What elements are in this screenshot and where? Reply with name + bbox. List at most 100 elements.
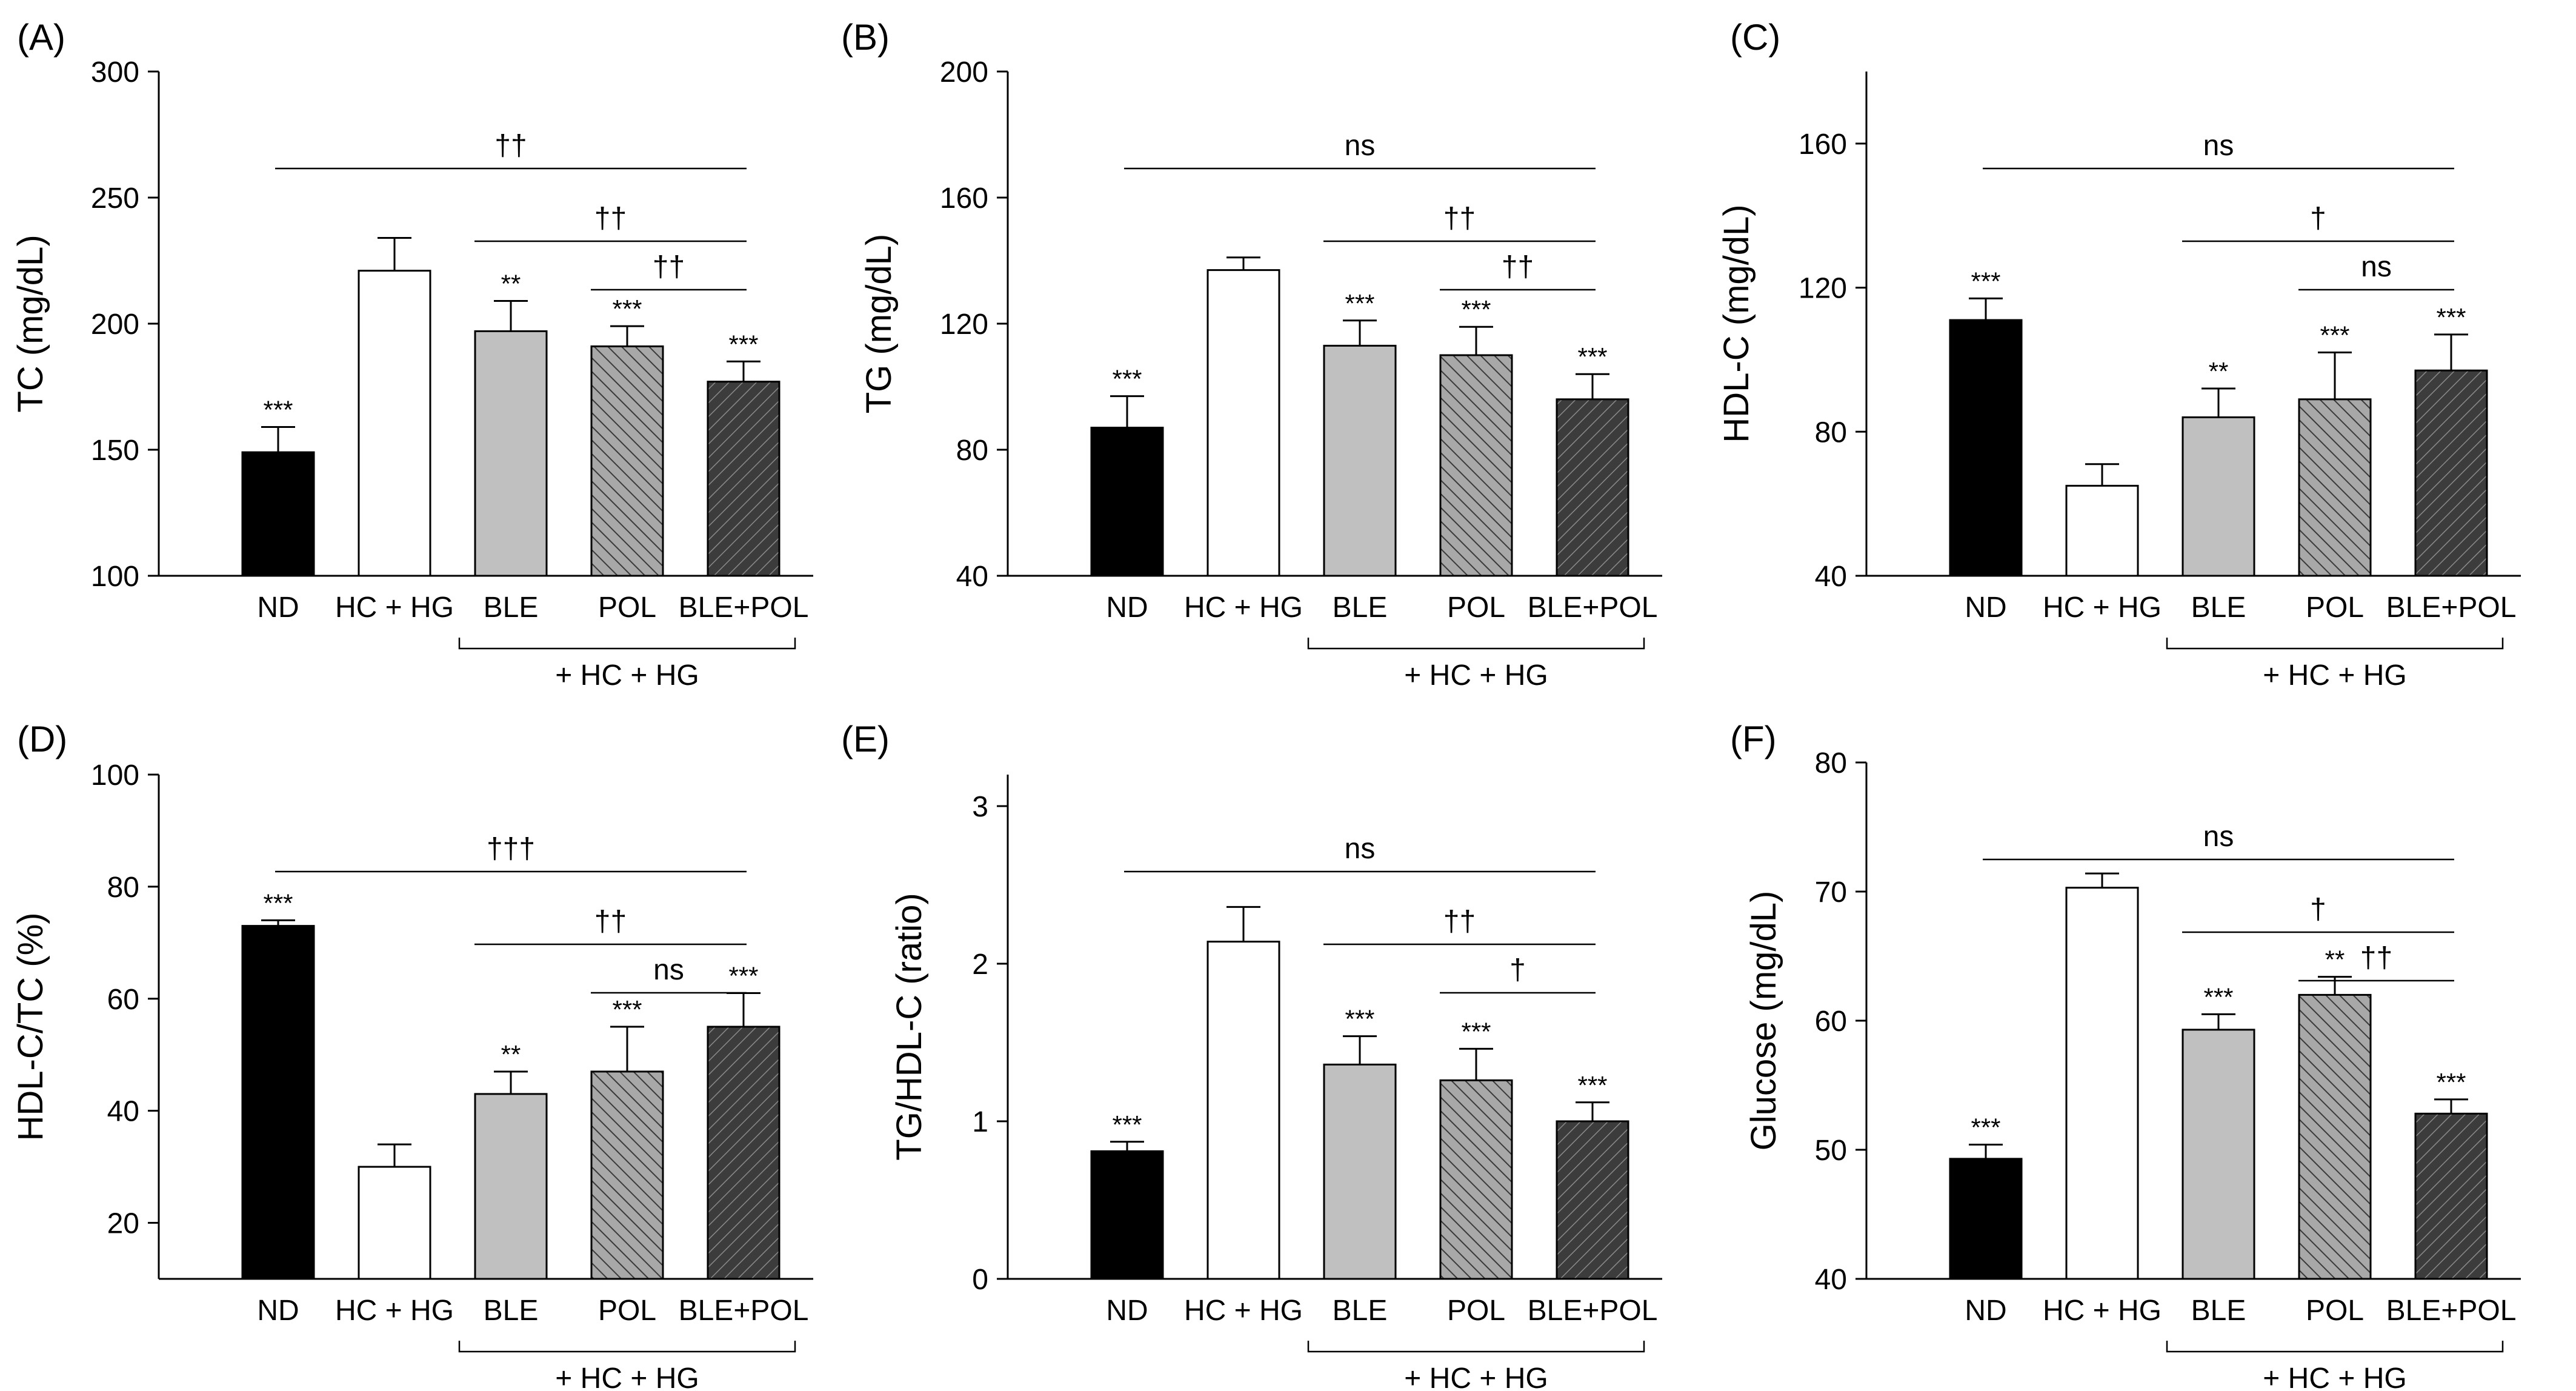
panel-d: (D) HDL-C/TC (%) 20 40 60 80 100 *** ND HC + HG **… xyxy=(11,719,813,1391)
comparison-label: † xyxy=(2310,893,2326,926)
significance-stars: *** xyxy=(263,889,293,917)
y-tick-label: 0 xyxy=(972,1264,988,1296)
y-tick-label: 80 xyxy=(1815,416,1847,449)
x-tick-label: BLE xyxy=(1333,592,1388,624)
bar-hc-hg xyxy=(2065,887,2139,1280)
y-tick-label: 120 xyxy=(940,309,988,341)
comparison-label: †† xyxy=(594,906,627,938)
bar-ble-pol xyxy=(2414,1112,2488,1280)
y-tick-label: 300 xyxy=(91,56,139,88)
x-tick-label: BLE+POL xyxy=(2386,592,2517,624)
y-tick-label: 160 xyxy=(940,182,988,215)
x-tick-label: ND xyxy=(1106,592,1148,624)
group-label: + HC + HG xyxy=(2263,1363,2406,1391)
y-tick-label: 150 xyxy=(91,435,139,467)
bar-ble xyxy=(474,1093,548,1280)
significance-stars: ** xyxy=(501,1040,521,1069)
bar-pol xyxy=(2298,398,2372,577)
significance-stars: *** xyxy=(728,330,758,358)
significance-stars: *** xyxy=(728,962,758,990)
x-tick-label: HC + HG xyxy=(335,1295,454,1327)
x-tick-label: HC + HG xyxy=(335,592,454,624)
significance-stars: *** xyxy=(1345,1005,1374,1033)
x-tick-label: POL xyxy=(598,1295,656,1327)
x-tick-label: POL xyxy=(1447,1295,1505,1327)
panel-label: (F) xyxy=(1730,719,1777,759)
panel-label: (D) xyxy=(17,719,67,759)
comparison-label: †† xyxy=(494,130,527,162)
x-tick-label: BLE+POL xyxy=(1528,592,1658,624)
x-tick-label: ND xyxy=(257,1295,299,1327)
comparison-label: ns xyxy=(2203,821,2234,853)
bar-ble-pol xyxy=(1556,1120,1629,1280)
y-tick-label: 3 xyxy=(972,791,988,823)
x-tick-label: HC + HG xyxy=(2043,592,2162,624)
y-tick-label: 80 xyxy=(1815,747,1847,779)
x-tick-label: POL xyxy=(598,592,656,624)
bar-hc-hg xyxy=(1206,941,1280,1280)
group-bracket xyxy=(458,638,796,650)
panel-c: (C) HDL-C (mg/dL) 40 80 120 160 *** ND HC + HG **… xyxy=(1717,17,2521,692)
comparison-label: ns xyxy=(1345,833,1376,865)
y-tick-label: 40 xyxy=(1815,561,1847,593)
bar-nd xyxy=(1090,427,1164,577)
x-tick-label: BLE+POL xyxy=(1528,1295,1658,1327)
group-label: + HC + HG xyxy=(555,659,699,692)
x-tick-label: POL xyxy=(2306,592,2364,624)
bar-ble xyxy=(474,330,548,577)
bar-pol xyxy=(1439,354,1513,577)
panel-label: (A) xyxy=(17,17,65,58)
y-axis-label: Glucose (mg/dL) xyxy=(1744,891,1783,1151)
y-tick-label: 200 xyxy=(91,309,139,341)
y-tick-label: 200 xyxy=(940,56,988,88)
x-tick-label: HC + HG xyxy=(1184,592,1303,624)
x-tick-label: BLE xyxy=(1333,1295,1388,1327)
x-tick-label: BLE xyxy=(2191,592,2246,624)
bar-ble xyxy=(1323,344,1397,577)
comparison-label: †† xyxy=(2360,942,2392,974)
y-tick-label: 70 xyxy=(1815,876,1847,909)
bar-pol xyxy=(1439,1079,1513,1280)
group-label: + HC + HG xyxy=(555,1363,699,1391)
group-label: + HC + HG xyxy=(2263,659,2406,692)
significance-stars: *** xyxy=(1971,267,2000,295)
bar-hc-hg xyxy=(1206,269,1280,577)
x-tick-label: BLE+POL xyxy=(679,592,809,624)
significance-stars: *** xyxy=(2436,303,2466,332)
bar-pol xyxy=(590,1070,664,1280)
x-tick-label: HC + HG xyxy=(1184,1295,1303,1327)
comparison-label: †† xyxy=(653,251,685,283)
y-tick-label: 2 xyxy=(972,949,988,981)
bar-ble-pol xyxy=(1556,398,1629,577)
x-tick-label: BLE+POL xyxy=(679,1295,809,1327)
bar-nd xyxy=(1090,1150,1164,1280)
bar-ble xyxy=(2182,1029,2255,1280)
comparison-label: †† xyxy=(1443,906,1476,938)
comparison-label: †† xyxy=(1443,202,1476,235)
x-tick-label: BLE xyxy=(2191,1295,2246,1327)
panel-label: (E) xyxy=(841,719,890,759)
bar-ble xyxy=(1323,1063,1397,1280)
bar-nd xyxy=(241,451,315,577)
significance-stars: *** xyxy=(2203,982,2233,1011)
x-tick-label: ND xyxy=(1106,1295,1148,1327)
significance-stars: *** xyxy=(2436,1068,2466,1096)
significance-stars: *** xyxy=(2320,321,2349,350)
bar-ble-pol xyxy=(2414,369,2488,577)
y-tick-label: 100 xyxy=(91,759,139,792)
x-tick-label: ND xyxy=(257,592,299,624)
comparison-label: ns xyxy=(653,954,684,986)
y-tick-label: 1 xyxy=(972,1106,988,1138)
significance-stars: *** xyxy=(1112,1110,1142,1139)
y-tick-label: 80 xyxy=(107,872,139,904)
x-tick-label: POL xyxy=(1447,592,1505,624)
comparison-label: †† xyxy=(594,202,627,235)
y-tick-label: 40 xyxy=(956,561,988,593)
x-tick-label: BLE+POL xyxy=(2386,1295,2517,1327)
y-axis-label: TG/HDL-C (ratio) xyxy=(890,893,929,1160)
group-bracket xyxy=(1307,638,1645,650)
y-tick-label: 100 xyxy=(91,561,139,593)
group-label: + HC + HG xyxy=(1404,1363,1548,1391)
comparison-label: † xyxy=(2310,202,2326,235)
y-tick-label: 60 xyxy=(1815,1006,1847,1038)
